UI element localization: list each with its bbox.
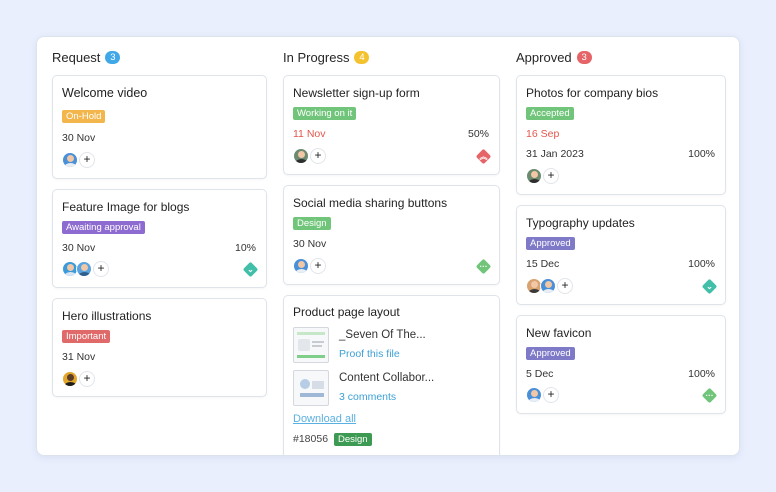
add-assignee-button[interactable]: + <box>93 261 109 277</box>
card-title: Photos for company bios <box>526 86 659 100</box>
chevron-down-icon: ⌄ <box>706 282 713 291</box>
progress-percent: 100% <box>688 368 715 380</box>
download-all-link[interactable]: Download all <box>293 413 356 425</box>
proof-file-link[interactable]: Proof this file <box>339 348 400 360</box>
avatar[interactable] <box>62 371 78 387</box>
task-card[interactable]: Product page layout _Seven Of The... Pro… <box>283 295 500 455</box>
column-header[interactable]: Request 3 <box>52 50 121 65</box>
due-date: 11 Nov <box>293 128 326 140</box>
task-card[interactable]: Welcome video On-Hold 30 Nov + <box>52 75 267 179</box>
card-title: New favicon <box>526 326 592 340</box>
progress-percent: 10% <box>234 242 256 254</box>
status-tag[interactable]: Working on it <box>293 107 357 120</box>
add-assignee-button[interactable]: + <box>557 278 573 294</box>
add-assignee-button[interactable]: + <box>310 258 326 274</box>
add-assignee-button[interactable]: + <box>79 152 95 168</box>
add-assignee-button[interactable]: + <box>310 148 326 164</box>
due-date: 5 Dec <box>526 368 554 380</box>
assignees: + <box>293 258 326 274</box>
assignees: + <box>526 168 559 184</box>
progress-percent: 100% <box>688 148 715 160</box>
file-name: _Seven Of The... <box>339 329 426 341</box>
attachment[interactable]: Content Collabor... 3 comments <box>293 370 434 406</box>
task-card[interactable]: New favicon Approved 5 Dec 100% + ··· <box>516 315 726 414</box>
task-card[interactable]: Feature Image for blogs Awaiting approva… <box>52 189 267 288</box>
task-id-text: #18056 <box>293 433 329 445</box>
chevron-down-icon: ⌄ <box>247 265 254 274</box>
status-tag[interactable]: Design <box>293 217 331 230</box>
progress-percent: 50% <box>467 128 489 140</box>
task-card[interactable]: Photos for company bios Accepted 16 Sep … <box>516 75 726 195</box>
card-title: Newsletter sign-up form <box>293 86 420 100</box>
task-card[interactable]: Newsletter sign-up form Working on it 11… <box>283 75 500 175</box>
task-id: #18056 Design <box>293 433 372 446</box>
status-tag[interactable]: Awaiting approval <box>62 221 145 234</box>
task-card[interactable]: Social media sharing buttons Design 30 N… <box>283 185 500 285</box>
avatar[interactable] <box>540 278 556 294</box>
file-thumbnail[interactable] <box>293 370 329 406</box>
due-date: 31 Nov <box>62 351 96 363</box>
assignees: + <box>526 387 559 403</box>
column-title: Request <box>52 50 101 65</box>
comments-link[interactable]: 3 comments <box>339 391 397 403</box>
avatar[interactable] <box>62 261 78 277</box>
due-date: 30 Nov <box>62 242 96 254</box>
column-count-badge: 3 <box>576 51 592 64</box>
avatar[interactable] <box>293 148 309 164</box>
priority-icon[interactable]: ⌄ <box>701 278 718 295</box>
add-assignee-button[interactable]: + <box>543 387 559 403</box>
card-title: Typography updates <box>526 216 635 230</box>
due-date: 15 Dec <box>526 258 560 270</box>
add-assignee-button[interactable]: + <box>543 168 559 184</box>
card-title: Welcome video <box>62 86 148 100</box>
assignees: + <box>62 371 95 387</box>
ellipsis-icon: ··· <box>705 391 714 400</box>
ellipsis-icon: ··· <box>479 262 488 271</box>
attachment[interactable]: _Seven Of The... Proof this file <box>293 327 426 363</box>
due-date: 30 Nov <box>293 238 327 250</box>
assignees: + <box>62 152 95 168</box>
kanban-board: Request 3 Welcome video On-Hold 30 Nov +… <box>36 36 740 456</box>
status-tag[interactable]: Accepted <box>526 107 574 120</box>
column-header[interactable]: In Progress 4 <box>283 50 370 65</box>
column-title: Approved <box>516 50 572 65</box>
column-count-badge: 3 <box>105 51 121 64</box>
file-thumbnail[interactable] <box>293 327 329 363</box>
avatar[interactable] <box>62 152 78 168</box>
status-tag[interactable]: Important <box>62 330 111 343</box>
status-tag[interactable]: Approved <box>526 237 575 250</box>
card-title: Social media sharing buttons <box>293 196 448 210</box>
status-tag[interactable]: Approved <box>526 347 575 360</box>
file-name: Content Collabor... <box>339 372 435 384</box>
assignees: + <box>526 278 573 294</box>
card-title: Hero illustrations <box>62 309 152 323</box>
assignees: + <box>62 261 109 277</box>
add-assignee-button[interactable]: + <box>79 371 95 387</box>
due-date: 31 Jan 2023 <box>526 148 584 160</box>
avatar[interactable] <box>526 387 542 403</box>
column-header[interactable]: Approved 3 <box>516 50 592 65</box>
avatar[interactable] <box>76 261 92 277</box>
due-date: 30 Nov <box>62 132 96 144</box>
priority-icon[interactable]: ··· <box>701 387 718 404</box>
start-date: 16 Sep <box>526 128 560 140</box>
column-title: In Progress <box>283 50 350 65</box>
card-title: Product page layout <box>293 305 400 319</box>
avatar[interactable] <box>293 258 309 274</box>
avatar[interactable] <box>526 168 542 184</box>
priority-icon[interactable]: ··· <box>475 258 492 275</box>
task-card[interactable]: Hero illustrations Important 31 Nov + <box>52 298 267 397</box>
priority-icon[interactable]: ︽ <box>475 148 492 165</box>
chevron-up-icon: ︽ <box>479 152 488 161</box>
card-title: Feature Image for blogs <box>62 200 190 214</box>
task-card[interactable]: Typography updates Approved 15 Dec 100% … <box>516 205 726 305</box>
progress-percent: 100% <box>688 258 715 270</box>
column-count-badge: 4 <box>354 51 370 64</box>
priority-icon[interactable]: ⌄ <box>242 261 259 278</box>
assignees: + <box>293 148 326 164</box>
status-tag[interactable]: Design <box>333 433 372 446</box>
status-tag[interactable]: On-Hold <box>62 110 106 123</box>
